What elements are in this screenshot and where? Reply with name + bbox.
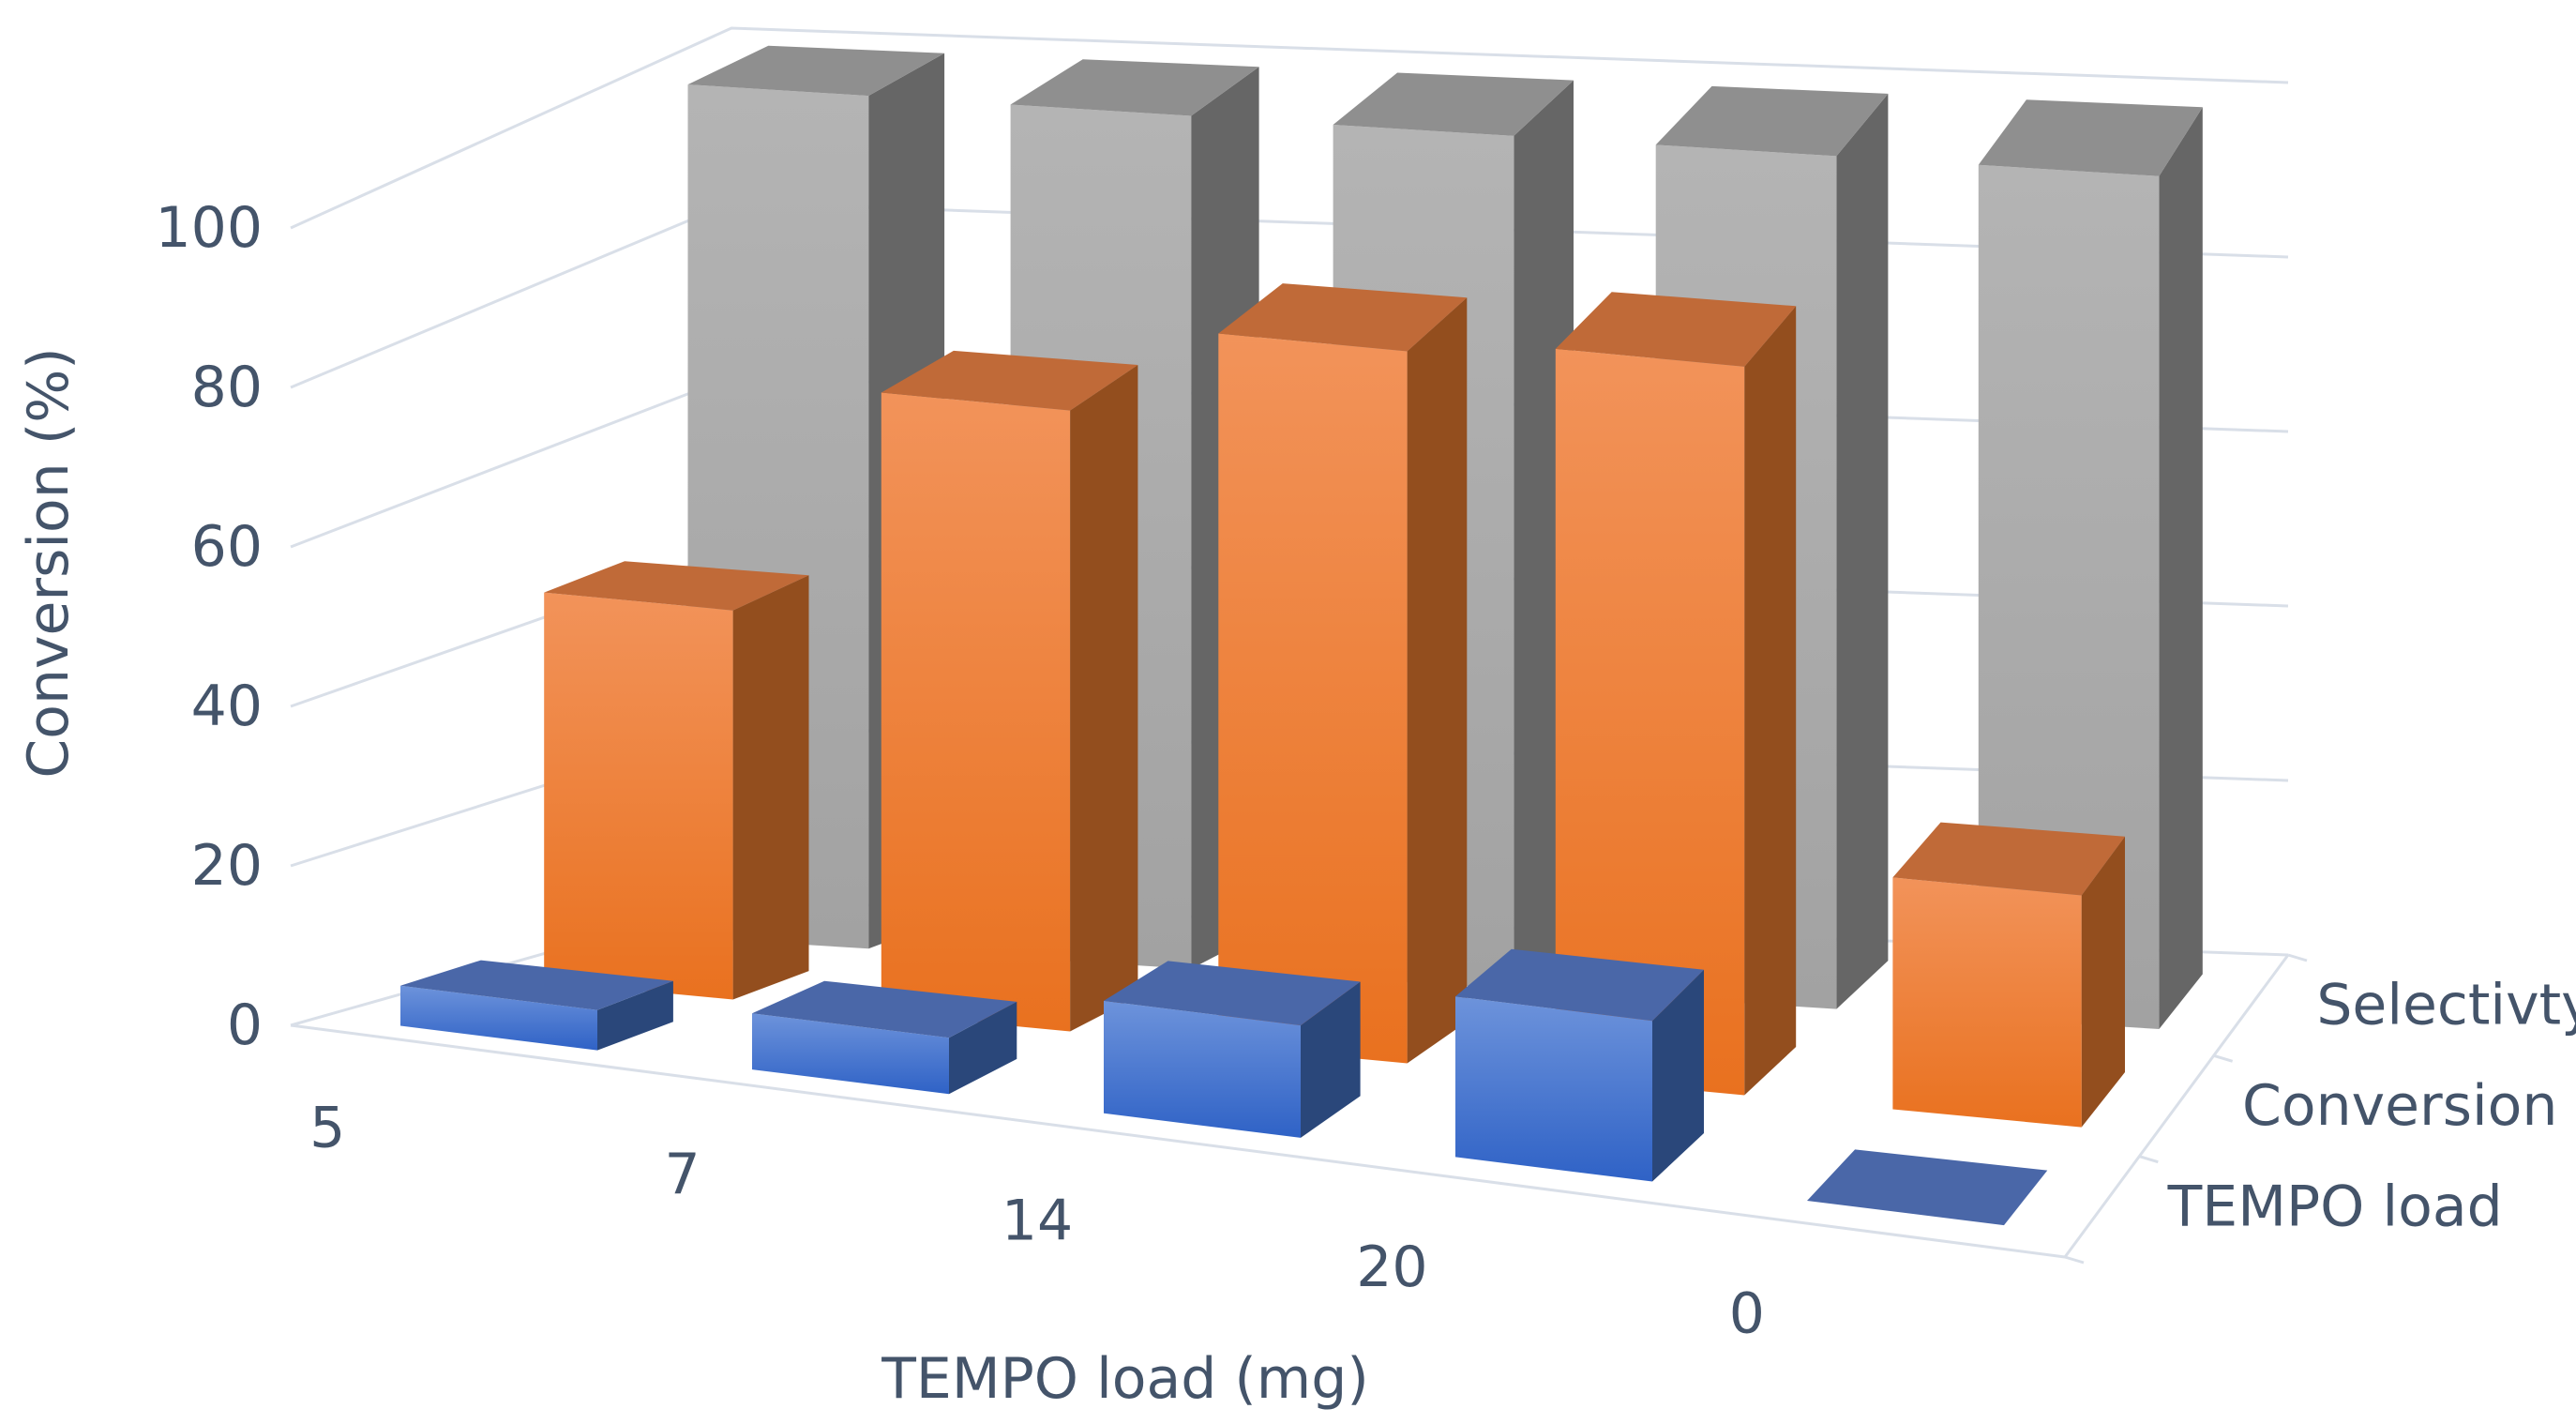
bar-top <box>1555 292 1797 367</box>
y-tick-label: 80 <box>191 355 263 420</box>
bar-conversion-20 <box>1555 292 1797 1096</box>
x-tick-label: 0 <box>1729 1280 1765 1346</box>
bar-tempo-load-14 <box>1104 961 1361 1138</box>
depth-tick <box>2287 953 2308 962</box>
bar-tempo-load-5 <box>400 960 673 1051</box>
bar-conversion-7 <box>881 350 1138 1032</box>
bar-top <box>1010 59 1259 116</box>
bar-top <box>1455 948 1704 1022</box>
bar-selectivty-0 <box>1978 99 2203 1030</box>
bar-side <box>949 1001 1017 1095</box>
bar-top <box>1333 72 1574 136</box>
bar-front <box>400 985 597 1051</box>
y-tick-label: 40 <box>191 674 263 739</box>
bar-side <box>2081 836 2125 1128</box>
bar-front <box>1555 348 1745 1096</box>
bar-side <box>1407 297 1468 1064</box>
bar-top <box>1655 85 1889 157</box>
depth-tick <box>2064 1255 2085 1265</box>
bar-front <box>1104 1000 1301 1138</box>
bar-side <box>1836 93 1889 1009</box>
bar-conversion-5 <box>544 561 809 1000</box>
bar-side <box>1070 365 1138 1032</box>
depth-tick <box>2138 1155 2159 1164</box>
x-tick-label: 14 <box>1002 1189 1073 1254</box>
bars <box>400 45 2203 1226</box>
bar-conversion-0 <box>1892 822 2125 1128</box>
bar-top <box>752 980 1017 1038</box>
series-label: Conversion <box>2242 1073 2557 1139</box>
bar-top <box>1892 822 2125 896</box>
bar-top <box>1978 99 2203 176</box>
x-axis-title: TEMPO load (mg) <box>881 1346 1368 1412</box>
bar-top <box>1218 283 1468 352</box>
bar-front <box>544 592 733 1000</box>
x-tick-label: 5 <box>309 1096 345 1161</box>
y-tick-label: 20 <box>191 833 263 899</box>
bar-side <box>1744 306 1797 1096</box>
bar-front <box>1978 164 2160 1030</box>
bar-top <box>881 350 1138 411</box>
bar-top <box>1807 1149 2048 1226</box>
series-label: Selectivty <box>2316 973 2576 1038</box>
bar-side <box>597 980 673 1051</box>
bar-front <box>1218 333 1408 1064</box>
bar-tempo-load-20 <box>1455 948 1704 1182</box>
bar-front <box>752 1013 949 1095</box>
x-tick-label: 20 <box>1356 1235 1427 1300</box>
bar-side <box>1652 969 1704 1182</box>
bar-top <box>544 561 809 611</box>
y-tick-label: 60 <box>191 514 263 580</box>
bar-top <box>687 45 945 97</box>
bar-side <box>2159 107 2203 1030</box>
bar-conversion-14 <box>1218 283 1468 1064</box>
bar-tempo-load-7 <box>752 980 1017 1095</box>
bar-side <box>732 575 809 1000</box>
bar-top <box>400 960 673 1010</box>
bar-front <box>881 392 1071 1032</box>
bar-side <box>1301 981 1361 1138</box>
series-label: TEMPO load <box>2167 1174 2503 1239</box>
bar-tempo-load-0 <box>1807 1149 2048 1226</box>
x-tick-label: 7 <box>665 1142 700 1207</box>
y-tick-label: 0 <box>227 992 263 1058</box>
bar-top <box>1104 961 1361 1026</box>
gridline <box>290 26 2289 230</box>
y-tick-label: 100 <box>155 195 263 261</box>
bar-front <box>1892 877 2082 1128</box>
bar-front <box>1455 996 1652 1182</box>
y-axis-title: Conversion (%) <box>16 347 82 778</box>
depth-tick <box>2213 1053 2234 1063</box>
